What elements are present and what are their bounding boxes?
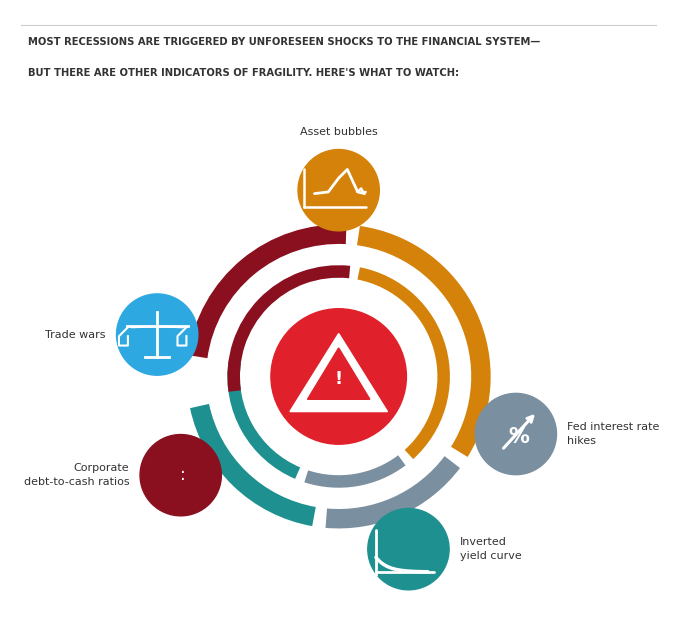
Polygon shape	[308, 348, 370, 399]
Circle shape	[140, 435, 221, 516]
Polygon shape	[290, 334, 388, 411]
Text: Inverted
yield curve: Inverted yield curve	[460, 538, 521, 561]
Text: !: !	[335, 370, 343, 388]
Text: $:$: $:$	[176, 466, 185, 484]
Text: Trade wars: Trade wars	[45, 329, 106, 339]
Circle shape	[475, 393, 557, 475]
Text: Corporate
debt-to-cash ratios: Corporate debt-to-cash ratios	[24, 463, 129, 487]
Circle shape	[368, 509, 449, 590]
Text: Asset bubbles: Asset bubbles	[300, 127, 378, 138]
Circle shape	[117, 294, 198, 375]
Text: MOST RECESSIONS ARE TRIGGERED BY UNFORESEEN SHOCKS TO THE FINANCIAL SYSTEM—: MOST RECESSIONS ARE TRIGGERED BY UNFORES…	[28, 37, 540, 47]
Text: %: %	[509, 427, 530, 447]
Circle shape	[298, 150, 380, 231]
Text: BUT THERE ARE OTHER INDICATORS OF FRAGILITY. HERE'S WHAT TO WATCH:: BUT THERE ARE OTHER INDICATORS OF FRAGIL…	[28, 68, 459, 78]
Text: Fed interest rate
hikes: Fed interest rate hikes	[568, 422, 660, 446]
Circle shape	[271, 309, 407, 444]
